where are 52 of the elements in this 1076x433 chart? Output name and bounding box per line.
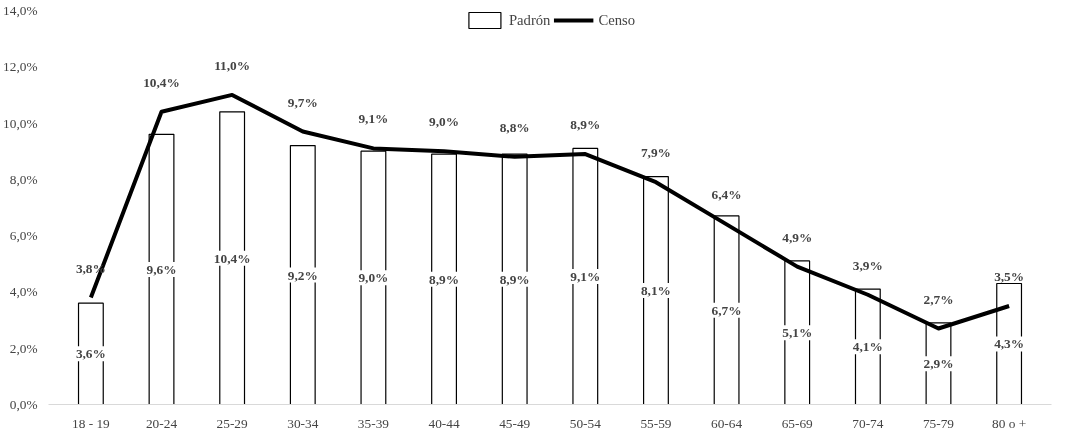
x-tick-label: 35-39 bbox=[357, 415, 390, 431]
data-label: 9,0% bbox=[358, 270, 389, 286]
data-label: 10,4% bbox=[143, 74, 180, 90]
y-tick-label: 6,0% bbox=[9, 228, 38, 244]
data-label: 9,1% bbox=[358, 111, 389, 127]
y-tick-label: 0,0% bbox=[9, 397, 38, 412]
data-label: 6,4% bbox=[711, 187, 742, 203]
y-tick-label: 10,0% bbox=[3, 115, 38, 131]
data-label: 9,1% bbox=[570, 268, 601, 284]
x-tick-label: 75-79 bbox=[922, 415, 955, 431]
data-label: 8,9% bbox=[570, 117, 601, 133]
x-tick-label: 70-74 bbox=[852, 415, 884, 431]
data-label: 4,3% bbox=[994, 336, 1025, 352]
data-label: 3,6% bbox=[75, 346, 106, 362]
x-tick-label: 45-49 bbox=[499, 415, 531, 431]
x-tick-label: 20-24 bbox=[145, 415, 178, 431]
y-tick-label: 12,0% bbox=[3, 59, 38, 75]
data-label: 6,7% bbox=[711, 302, 742, 318]
data-label: 9,7% bbox=[287, 94, 318, 110]
x-tick-label: 50-54 bbox=[569, 415, 602, 431]
data-label: 2,9% bbox=[923, 356, 954, 372]
data-label: 4,1% bbox=[852, 339, 883, 355]
data-label: 8,8% bbox=[499, 119, 530, 135]
legend-label: Censo bbox=[598, 11, 636, 29]
data-label: 2,7% bbox=[923, 291, 954, 307]
bar bbox=[289, 144, 316, 405]
data-label: 10,4% bbox=[213, 250, 251, 266]
y-tick-label: 14,0% bbox=[3, 3, 38, 18]
x-tick-label: 80 o + bbox=[992, 415, 1027, 431]
x-tick-label: 65-69 bbox=[781, 415, 814, 431]
y-tick-label: 2,0% bbox=[9, 340, 38, 356]
data-label: 9,0% bbox=[429, 114, 460, 130]
y-tick-label: 4,0% bbox=[9, 284, 38, 300]
x-tick-label: 30-34 bbox=[287, 415, 319, 431]
data-label: 5,1% bbox=[782, 325, 813, 341]
x-tick-label: 40-44 bbox=[428, 415, 460, 431]
x-tick-label: 55-59 bbox=[640, 415, 672, 431]
data-label: 8,9% bbox=[499, 271, 530, 287]
data-label: 8,1% bbox=[640, 283, 671, 299]
data-label: 3,9% bbox=[852, 257, 883, 273]
data-label: 11,0% bbox=[214, 57, 251, 73]
x-tick-label: 25-29 bbox=[216, 415, 249, 431]
x-tick-label: 60-64 bbox=[711, 415, 743, 431]
x-tick-label: 18 - 19 bbox=[72, 415, 111, 431]
legend-label: Padrón bbox=[508, 11, 551, 29]
data-label: 8,9% bbox=[429, 271, 460, 287]
y-tick-label: 8,0% bbox=[9, 171, 38, 187]
data-label: 9,2% bbox=[287, 267, 318, 283]
data-label: 9,6% bbox=[146, 261, 177, 277]
data-label: 4,9% bbox=[782, 229, 813, 245]
data-label: 3,5% bbox=[994, 269, 1025, 284]
data-label: 7,9% bbox=[640, 145, 671, 161]
